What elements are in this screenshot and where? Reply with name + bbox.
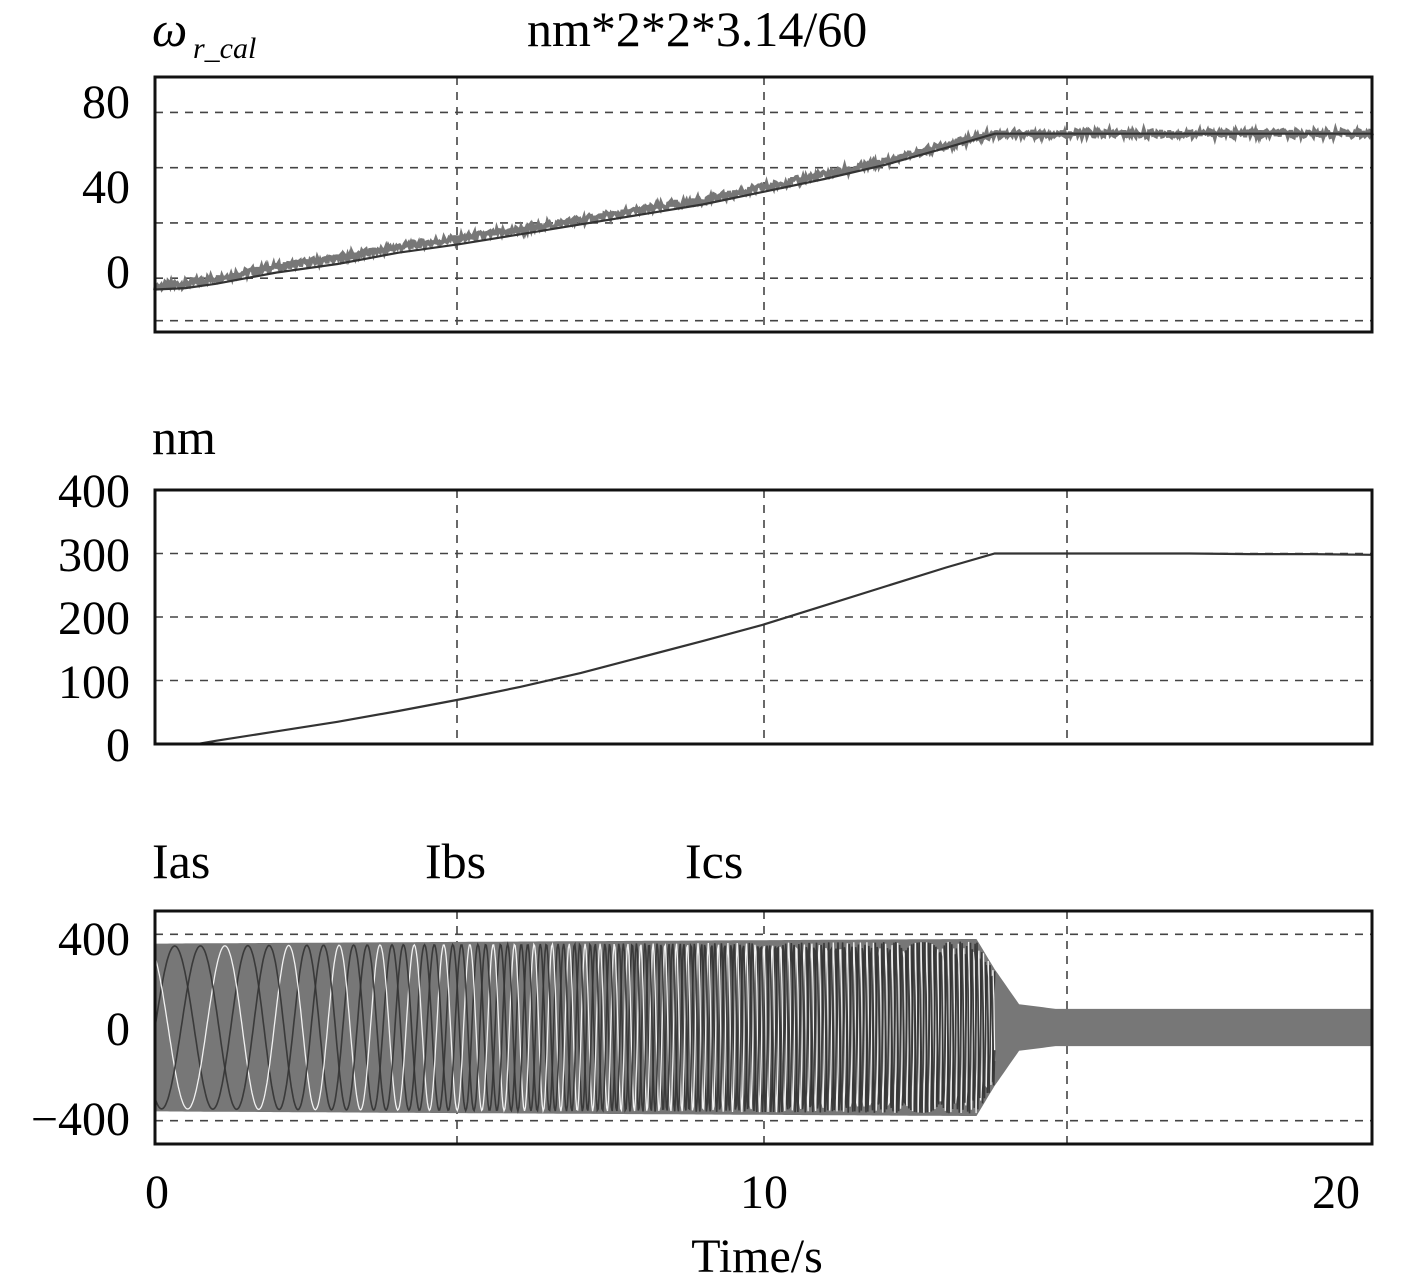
speed-grid [155, 77, 1372, 332]
speed-ytick-40: 40 [82, 161, 130, 214]
speed-ytick-80: 80 [82, 76, 130, 129]
nm-plot-frame [153, 488, 1374, 746]
current-label-ibs: Ibs [425, 833, 486, 889]
speed-omega-subscript: r_cal [193, 32, 256, 65]
panel-speed: ω r_cal nm*2*2*3.14/60 80 40 0 [82, 1, 1374, 334]
currents-series-ics [154, 941, 996, 1114]
nm-ytick-100: 100 [58, 656, 130, 709]
speed-plot-frame [153, 75, 1374, 334]
currents-ytick-400: 400 [58, 913, 130, 966]
panel-currents: Ias Ibs Ics 400 0 −400 [31, 833, 1374, 1146]
xtick-0: 0 [145, 1166, 169, 1219]
currents-ytick-0: 0 [106, 1003, 130, 1056]
current-label-ias: Ias [152, 833, 210, 889]
currents-plot-frame [153, 909, 1374, 1146]
currents-traces [154, 939, 1372, 1116]
nm-title: nm [152, 409, 216, 465]
speed-omega-symbol: ω [152, 1, 187, 57]
speed-series-nm-scaled-line [154, 132, 1372, 291]
nm-traces [155, 552, 1373, 746]
nm-ytick-300: 300 [58, 529, 130, 582]
x-axis-label: Time/s [691, 1230, 823, 1283]
nm-ytick-200: 200 [58, 592, 130, 645]
nm-series-line [155, 552, 1373, 746]
speed-traces [153, 122, 1374, 293]
nm-ytick-0: 0 [106, 719, 130, 772]
current-label-ics: Ics [685, 833, 743, 889]
speed-series-omega-line [153, 122, 1374, 293]
nm-ytick-400: 400 [58, 465, 130, 518]
speed-ytick-0: 0 [106, 246, 130, 299]
nm-grid [155, 490, 1372, 744]
currents-ytick-neg400: −400 [31, 1093, 130, 1146]
xtick-10: 10 [740, 1166, 788, 1219]
xtick-20: 20 [1312, 1166, 1360, 1219]
x-axis: 0 10 20 Time/s [145, 1166, 1360, 1283]
speed-title-right: nm*2*2*3.14/60 [527, 1, 867, 57]
panel-nm: nm 400 300 200 100 0 [58, 409, 1374, 772]
